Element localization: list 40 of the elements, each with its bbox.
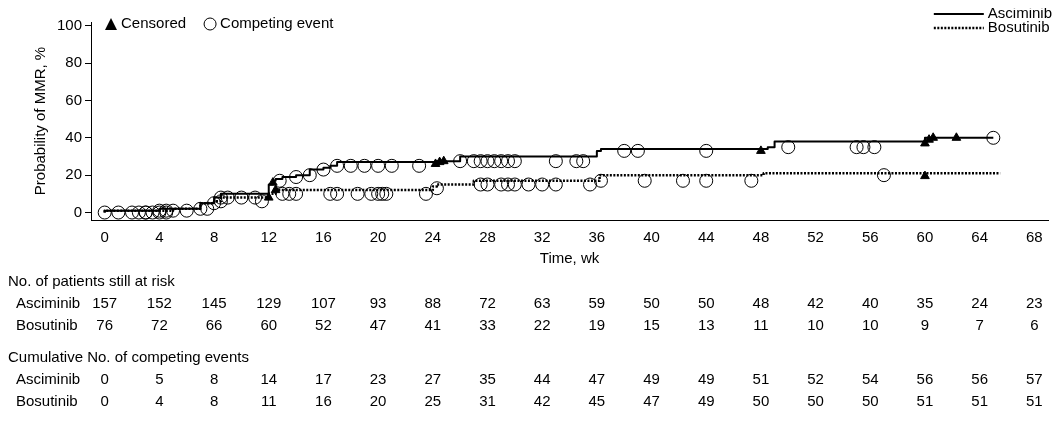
point: [270, 184, 281, 194]
text: Bosutinib 76 72 66 60 52 47 41 33 22 19 15 13 11 10 10 9 7 6: [16, 316, 1039, 334]
x-tick-label: 44: [697, 228, 715, 246]
text: Asciminib 0 5 8 14 17 23 27 35 44 47 49 49 51 52 54 56 56 57: [16, 370, 1043, 388]
y-tick-label: 80: [65, 53, 83, 71]
x-tick-label: 36: [588, 228, 606, 246]
legend-label: Competing event: [220, 14, 335, 32]
y-tick-label: 20: [65, 165, 83, 183]
x-tick-label: 48: [752, 228, 770, 246]
x-tick-label: 40: [643, 228, 660, 246]
x-tick-label: 52: [807, 228, 824, 246]
point: [756, 145, 766, 154]
point: [268, 177, 278, 186]
x-tick-label: 24: [424, 228, 442, 246]
y-tick-label: 100: [57, 15, 83, 33]
x-tick-label: 56: [861, 228, 879, 246]
x-tick-label: 64: [971, 228, 988, 246]
x-axis-title: Time, wk: [539, 249, 600, 267]
y-tick-label: 40: [65, 127, 83, 145]
x-tick-label: 20: [369, 228, 387, 246]
x-tick-label: 4: [155, 228, 164, 246]
legend-label: Censored: [121, 14, 187, 32]
x-tick-label: 32: [533, 228, 551, 246]
y-axis-title: Probability of MMR, %: [31, 46, 49, 196]
x-tick-label: 16: [315, 228, 332, 246]
x-tick-label: 60: [916, 228, 934, 246]
text: No. of patients still at risk: [8, 272, 176, 290]
text: Bosutinib 0 4 8 11 16 20 25 31 42 45 47 49 50 50 50 51 51 51: [16, 392, 1043, 410]
text: Cumulative No. of competing events: [8, 348, 249, 366]
x-tick-label: 68: [1025, 228, 1043, 246]
x-tick-label: 12: [260, 228, 278, 246]
x-tick-label: 28: [479, 228, 496, 246]
x-tick-label: 8: [209, 228, 219, 246]
y-tick-label: 60: [65, 90, 83, 108]
x-tick-label: 0: [100, 228, 109, 246]
point: [263, 192, 274, 201]
text: Asciminib 157 152 145 129 107 93 88 72 63 59 50 50 48 42 40 35 24 23: [16, 294, 1043, 312]
point: [920, 170, 930, 180]
point: [951, 132, 962, 141]
y-tick-label: 0: [73, 202, 83, 220]
